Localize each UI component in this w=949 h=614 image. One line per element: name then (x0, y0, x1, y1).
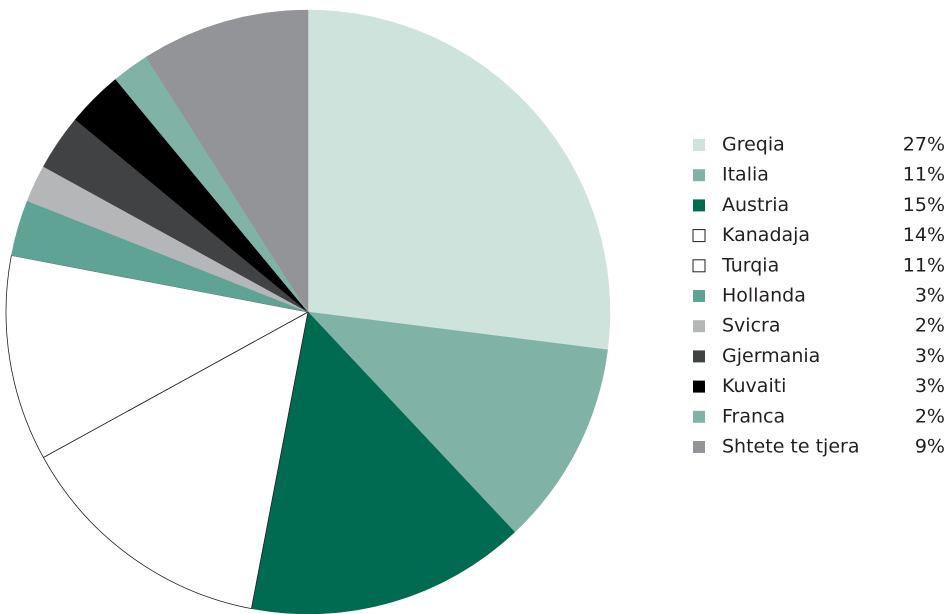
legend-label: Italia (722, 164, 769, 186)
value-label: 11% (903, 254, 945, 276)
pie-slice (5, 254, 310, 459)
legend-swatch (692, 229, 706, 243)
legend-swatch (693, 320, 705, 333)
legend-swatch (693, 410, 705, 423)
value-label: 3% (915, 375, 945, 397)
legend-label: Shtete te tjera (722, 436, 859, 458)
legend-label: Austria (722, 194, 789, 216)
legend-swatch (693, 139, 705, 151)
legend-label: Kuvaiti (722, 375, 786, 397)
pie-slice (251, 311, 516, 614)
value-label: 3% (915, 285, 945, 307)
legend-swatch (693, 290, 705, 302)
pie-slice (42, 311, 309, 610)
value-label: 11% (903, 164, 945, 186)
value-label: 2% (915, 315, 945, 337)
pie-slice (307, 311, 608, 533)
legend-label: Franca (722, 405, 785, 427)
value-label: 3% (915, 345, 945, 367)
legend-swatch (693, 350, 705, 363)
value-label: 14% (903, 224, 945, 246)
legend-swatch (693, 441, 705, 453)
value-label: 9% (915, 436, 945, 458)
value-label: 2% (915, 405, 945, 427)
legend-label: Svicra (722, 315, 780, 337)
legend-label: Greqia (722, 134, 785, 156)
legend-label: Turqia (721, 254, 779, 276)
legend-label: Hollanda (722, 285, 806, 307)
value-label: 27% (903, 134, 945, 156)
legend-label: Gjermania (722, 345, 820, 367)
pie-slice (145, 9, 309, 313)
legend-label: Kanadaja (722, 224, 810, 246)
pie-slice (307, 9, 611, 351)
legend-swatch (693, 199, 705, 212)
legend-swatch (693, 380, 705, 393)
value-label: 15% (903, 194, 945, 216)
legend-swatch (692, 259, 706, 273)
legend-swatch (693, 169, 705, 182)
